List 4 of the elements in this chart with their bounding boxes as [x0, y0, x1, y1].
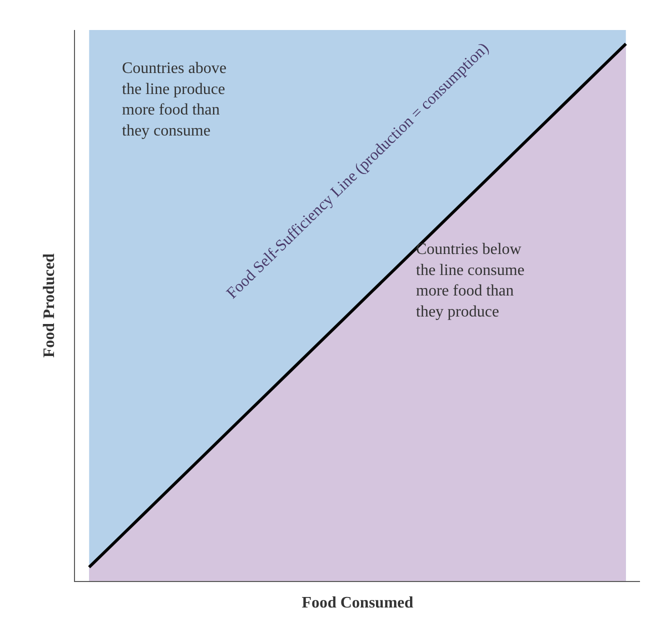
- annotation: Countries below the line consume more food than they produce: [416, 241, 524, 320]
- x-axis-title: Food Consumed: [302, 594, 414, 612]
- y-axis-title: Food Produced: [40, 253, 58, 358]
- annotation: Countries above the line produce more food than they consume: [122, 60, 226, 140]
